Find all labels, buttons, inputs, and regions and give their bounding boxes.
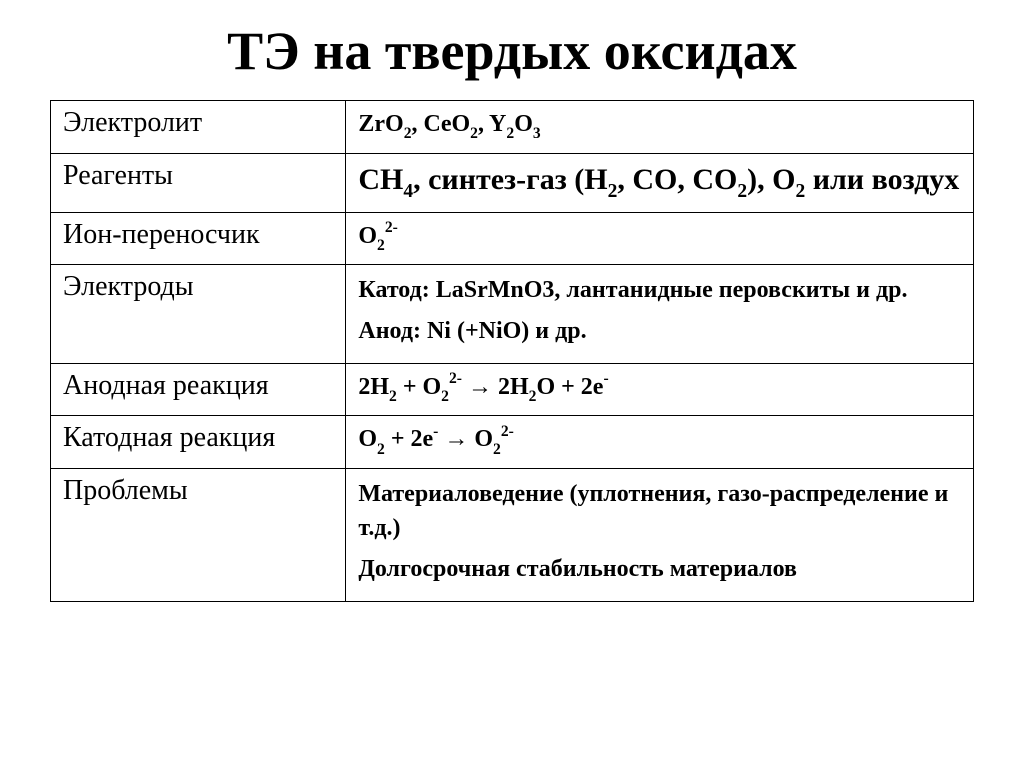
table-row: ПроблемыМатериаловедение (уплотнения, га… (51, 468, 974, 601)
row-value: Материаловедение (уплотнения, газо-распр… (346, 468, 974, 601)
row-value: Катод: LaSrMnO3, лантанидные перовскиты … (346, 265, 974, 364)
row-label: Катодная реакция (51, 416, 346, 468)
row-label: Анодная реакция (51, 363, 346, 415)
row-value: CH4, синтез-газ (H2, CO, CO2), O2 или во… (346, 153, 974, 212)
row-label: Электроды (51, 265, 346, 364)
table-row: Катодная реакцияO2 + 2e- → O22- (51, 416, 974, 468)
row-label: Электролит (51, 101, 346, 153)
row-value: O2 + 2e- → O22- (346, 416, 974, 468)
row-value: O22- (346, 212, 974, 264)
page-title: ТЭ на твердых оксидах (50, 20, 974, 82)
table-row: РеагентыCH4, синтез-газ (H2, CO, CO2), O… (51, 153, 974, 212)
row-label: Ион-переносчик (51, 212, 346, 264)
table-body: ЭлектролитZrO2, CeO2, Y2O3РеагентыCH4, с… (51, 101, 974, 602)
row-value: 2H2 + O22- → 2H2O + 2e- (346, 363, 974, 415)
table-row: ЭлектродыКатод: LaSrMnO3, лантанидные пе… (51, 265, 974, 364)
table-row: ЭлектролитZrO2, CeO2, Y2O3 (51, 101, 974, 153)
row-label: Проблемы (51, 468, 346, 601)
row-label: Реагенты (51, 153, 346, 212)
table-row: Анодная реакция2H2 + O22- → 2H2O + 2e- (51, 363, 974, 415)
slide: ТЭ на твердых оксидах ЭлектролитZrO2, Ce… (0, 0, 1024, 767)
table-row: Ион-переносчикO22- (51, 212, 974, 264)
properties-table: ЭлектролитZrO2, CeO2, Y2O3РеагентыCH4, с… (50, 100, 974, 602)
row-value: ZrO2, CeO2, Y2O3 (346, 101, 974, 153)
